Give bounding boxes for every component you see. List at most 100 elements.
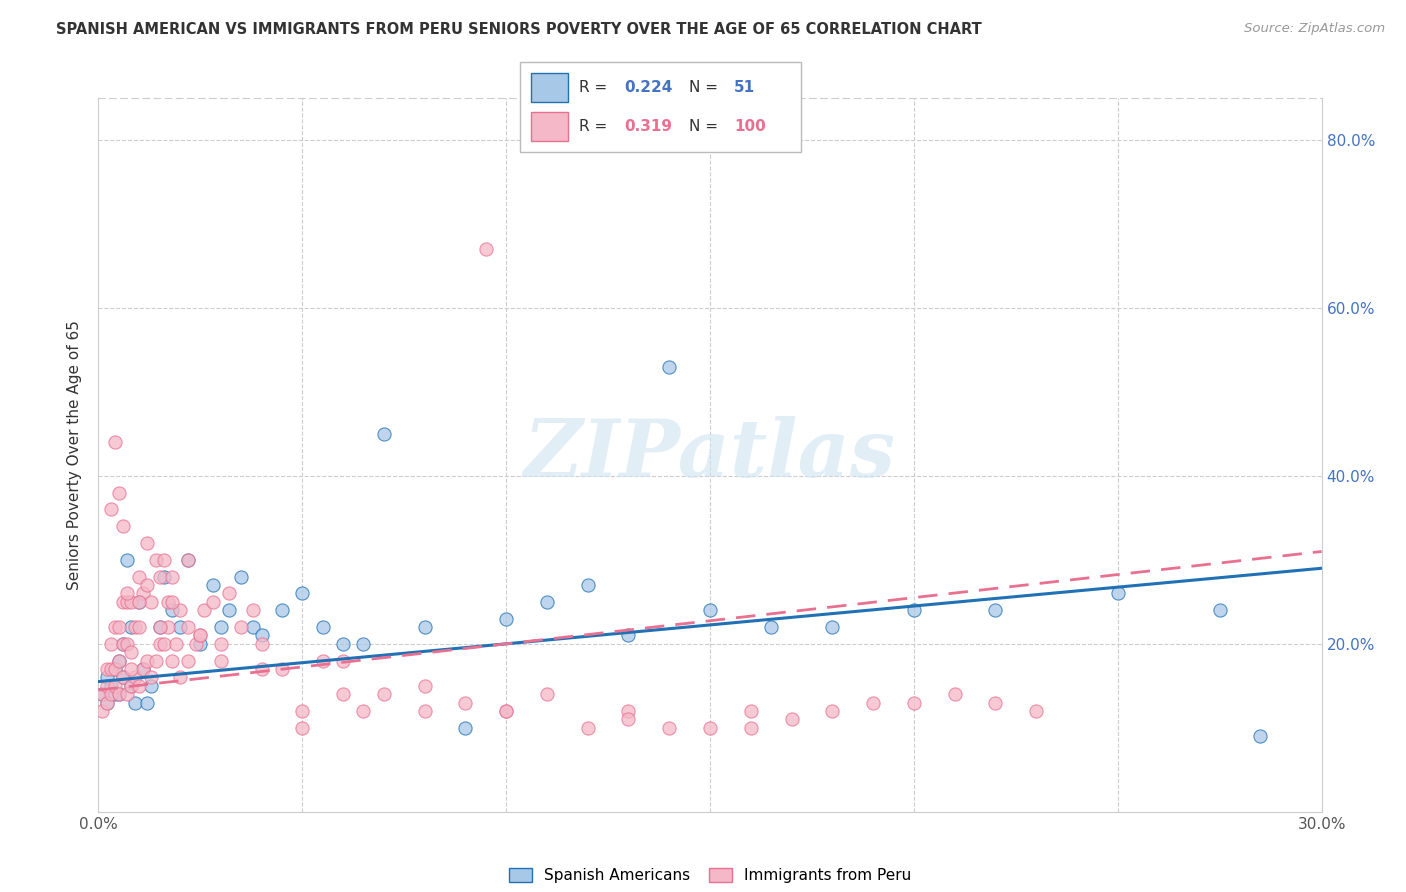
Point	[761, 620, 783, 634]
Point	[413, 679, 436, 693]
Point	[312, 620, 335, 634]
Point	[454, 721, 477, 735]
Point	[201, 578, 224, 592]
Point	[242, 603, 264, 617]
Point	[495, 612, 517, 626]
Point	[96, 670, 118, 684]
Point	[120, 595, 142, 609]
Point	[160, 603, 183, 617]
Point	[108, 654, 131, 668]
Point	[128, 595, 150, 609]
Point	[96, 696, 118, 710]
Point	[188, 628, 212, 642]
Point	[165, 637, 187, 651]
Point	[352, 704, 374, 718]
Point	[128, 620, 150, 634]
Point	[141, 670, 163, 684]
Point	[111, 637, 134, 651]
Point	[658, 721, 681, 735]
Point	[100, 637, 122, 651]
Point	[120, 679, 142, 693]
Point	[209, 637, 232, 651]
Point	[413, 704, 436, 718]
Point	[474, 242, 498, 256]
Point	[100, 679, 122, 693]
Point	[96, 696, 118, 710]
Point	[145, 553, 167, 567]
Point	[903, 603, 925, 617]
Point	[332, 637, 354, 651]
Point	[536, 687, 558, 701]
Point	[96, 679, 118, 693]
Point	[108, 654, 131, 668]
FancyBboxPatch shape	[520, 62, 801, 152]
Point	[111, 637, 134, 651]
Point	[903, 696, 925, 710]
Point	[231, 620, 253, 634]
Point	[186, 637, 208, 651]
Point	[177, 553, 200, 567]
Text: N =: N =	[689, 120, 723, 134]
Legend: Spanish Americans, Immigrants from Peru: Spanish Americans, Immigrants from Peru	[503, 863, 917, 889]
Point	[115, 586, 138, 600]
Point	[576, 721, 599, 735]
Point	[177, 654, 200, 668]
Point	[188, 637, 212, 651]
Point	[250, 637, 273, 651]
Point	[617, 704, 640, 718]
Point	[96, 662, 118, 676]
Point	[111, 519, 134, 533]
Point	[617, 712, 640, 726]
Point	[120, 662, 142, 676]
Point	[128, 569, 150, 583]
Point	[332, 687, 354, 701]
Point	[152, 637, 174, 651]
Point	[136, 578, 159, 592]
Point	[821, 704, 844, 718]
Text: 100: 100	[734, 120, 766, 134]
Point	[128, 595, 150, 609]
Point	[193, 603, 215, 617]
Text: N =: N =	[689, 80, 723, 95]
Point	[152, 553, 174, 567]
Point	[454, 696, 477, 710]
Point	[1209, 603, 1232, 617]
Point	[104, 679, 127, 693]
Point	[780, 712, 803, 726]
Point	[128, 679, 150, 693]
Point	[104, 687, 127, 701]
Point	[124, 696, 146, 710]
Point	[104, 435, 127, 450]
Point	[91, 687, 114, 701]
Point	[943, 687, 966, 701]
Point	[984, 696, 1007, 710]
Point	[160, 654, 183, 668]
Point	[984, 603, 1007, 617]
Point	[124, 670, 146, 684]
Point	[821, 620, 844, 634]
Point	[104, 620, 127, 634]
Point	[156, 595, 179, 609]
Text: ZIPatlas: ZIPatlas	[524, 417, 896, 493]
Point	[152, 569, 174, 583]
Point	[209, 654, 232, 668]
Text: R =: R =	[579, 80, 613, 95]
Point	[104, 662, 127, 676]
Point	[291, 586, 314, 600]
Point	[177, 620, 200, 634]
Point	[124, 620, 146, 634]
Point	[108, 485, 131, 500]
Point	[188, 628, 212, 642]
Point	[495, 704, 517, 718]
Point	[91, 687, 114, 701]
Point	[111, 595, 134, 609]
Point	[1249, 729, 1271, 743]
Point	[373, 687, 395, 701]
Point	[250, 662, 273, 676]
Point	[169, 620, 191, 634]
Point	[658, 359, 681, 374]
Point	[312, 654, 335, 668]
Point	[218, 603, 240, 617]
Point	[149, 569, 172, 583]
Y-axis label: Seniors Poverty Over the Age of 65: Seniors Poverty Over the Age of 65	[67, 320, 83, 590]
